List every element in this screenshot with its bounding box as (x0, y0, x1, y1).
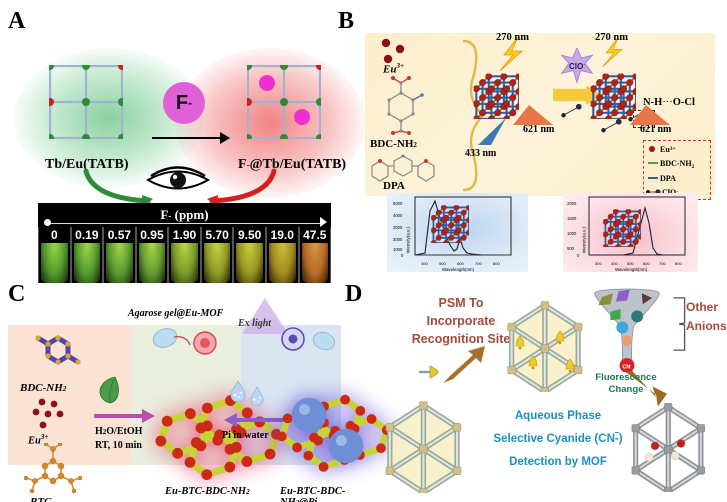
svg-text:2000: 2000 (393, 237, 403, 242)
svg-text:300: 300 (595, 261, 602, 266)
svg-text:5000: 5000 (393, 201, 403, 206)
svg-text:500: 500 (439, 261, 446, 266)
svg-text:Eu3+: Eu3+ (660, 145, 676, 154)
svg-text:600: 600 (457, 261, 464, 266)
svg-text:DPA: DPA (660, 174, 676, 183)
svg-text:800: 800 (675, 261, 682, 266)
svg-text:BDC-NH2: BDC-NH2 (660, 159, 695, 170)
svg-text:1500: 1500 (567, 216, 577, 221)
svg-text:Wavelength(nm): Wavelength(nm) (615, 267, 648, 272)
svg-text:500: 500 (627, 261, 634, 266)
svg-text:800: 800 (493, 261, 500, 266)
svg-text:1000: 1000 (393, 247, 403, 252)
svg-text:400: 400 (611, 261, 618, 266)
svg-text:700: 700 (659, 261, 666, 266)
svg-text:600: 600 (643, 261, 650, 266)
svg-text:500: 500 (567, 246, 575, 251)
svg-text:400: 400 (421, 261, 428, 266)
svg-text:0: 0 (401, 253, 404, 258)
svg-text:2000: 2000 (567, 201, 577, 206)
svg-text:0: 0 (577, 253, 580, 258)
svg-text:1000: 1000 (567, 231, 577, 236)
svg-text:3000: 3000 (393, 225, 403, 230)
svg-text:700: 700 (475, 261, 482, 266)
svg-text:4000: 4000 (393, 213, 403, 218)
svg-text:ClO-: ClO- (569, 62, 585, 71)
svg-text:Wavelength(nm): Wavelength(nm) (442, 267, 475, 272)
